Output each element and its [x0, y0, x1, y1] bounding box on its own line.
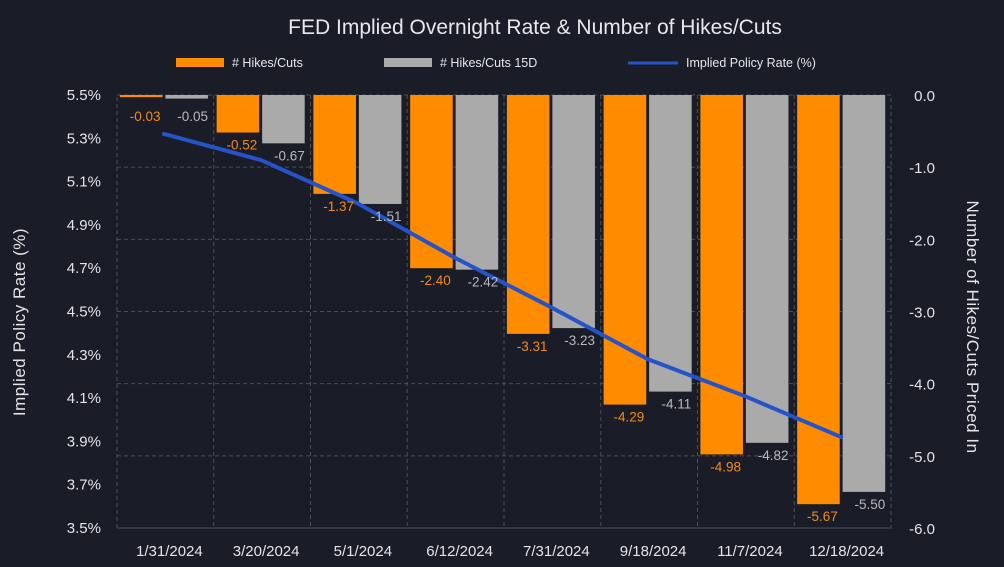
right-tick-label: -4.0	[909, 377, 935, 394]
left-axis-label: Implied Policy Rate (%)	[10, 228, 29, 416]
data-label-hikes-cuts: -5.67	[807, 509, 838, 524]
legend-label-hikes-cuts: # Hikes/Cuts	[232, 56, 303, 70]
data-label-hikes-cuts: -1.37	[323, 199, 354, 214]
data-label-hikes-cuts: -2.40	[420, 273, 451, 288]
x-tick-label: 11/7/2024	[717, 543, 783, 560]
data-label-hikes-cuts-15d: -0.05	[177, 109, 208, 124]
line-policy-rate	[161, 131, 844, 440]
data-label-hikes-cuts: -0.52	[227, 138, 258, 153]
data-label-hikes-cuts-15d: -1.51	[371, 209, 402, 224]
legend-label-policy-rate: Implied Policy Rate (%)	[686, 56, 816, 70]
x-tick-label: 5/1/2024	[334, 543, 392, 560]
x-tick-label: 3/20/2024	[233, 543, 300, 560]
right-axis-label: Number of Hikes/Cuts Priced In	[963, 200, 982, 453]
data-labels: -0.03 -0.05 -0.52 -0.67 -1.37 -1.51 -2.40 -2.42…	[130, 109, 886, 524]
bars	[119, 95, 886, 505]
left-tick-label: 3.7%	[67, 477, 101, 494]
right-tick-label: -5.0	[909, 449, 935, 466]
right-tick-label: -6.0	[909, 521, 935, 538]
line-point-policy-rate	[452, 255, 456, 260]
plot-frame	[116, 94, 892, 529]
bar-hikes-cuts-15d	[455, 95, 499, 270]
left-tick-label: 4.5%	[67, 304, 101, 321]
left-tick-label: 5.3%	[67, 130, 101, 147]
right-tick-label: -1.0	[909, 160, 935, 177]
x-tick-label: 6/12/2024	[426, 543, 493, 560]
bar-hikes-cuts	[506, 95, 550, 334]
bar-hikes-cuts	[797, 95, 840, 505]
data-label-hikes-cuts: -4.98	[710, 459, 741, 474]
bar-hikes-cuts-15d	[552, 95, 595, 329]
x-axis-ticks: 1/31/2024 3/20/2024 5/1/2024 6/12/2024 7/31/…	[136, 543, 884, 560]
bar-hikes-cuts-15d	[842, 95, 886, 492]
right-tick-label: 0.0	[914, 88, 935, 105]
policy-rate-line	[161, 131, 844, 440]
bar-hikes-cuts	[410, 95, 453, 269]
left-axis-ticks: 5.5% 5.3% 5.1% 4.9% 4.7% 4.5% 4.3% 4.1% 3.9% 3.7%…	[67, 87, 101, 537]
bar-hikes-cuts-15d	[649, 95, 692, 392]
bar-hikes-cuts-15d	[165, 95, 208, 99]
right-tick-label: -2.0	[909, 232, 935, 249]
left-tick-label: 4.3%	[67, 347, 101, 364]
bar-hikes-cuts-15d	[262, 95, 305, 144]
data-label-hikes-cuts-15d: -0.67	[274, 148, 305, 163]
left-tick-label: 3.9%	[67, 433, 101, 450]
left-tick-label: 3.5%	[67, 520, 101, 537]
x-tick-label: 9/18/2024	[620, 543, 687, 560]
left-tick-label: 4.7%	[67, 260, 101, 277]
data-label-hikes-cuts-15d: -4.82	[758, 448, 789, 463]
data-label-hikes-cuts-15d: -2.42	[468, 275, 499, 290]
x-tick-label: 7/31/2024	[523, 543, 590, 560]
line-point-policy-rate	[742, 394, 747, 398]
legend: # Hikes/Cuts # Hikes/Cuts 15D Implied Po…	[176, 56, 816, 70]
data-label-hikes-cuts: -3.31	[517, 339, 548, 354]
bar-hikes-cuts-15d	[358, 95, 402, 204]
chart-title: FED Implied Overnight Rate & Number of H…	[288, 16, 782, 39]
line-point-policy-rate	[162, 132, 166, 136]
bar-hikes-cuts	[313, 95, 356, 194]
x-tick-label: 12/18/2024	[809, 543, 884, 560]
line-point-policy-rate	[645, 357, 650, 361]
data-label-hikes-cuts-15d: -4.11	[662, 397, 692, 412]
data-label-hikes-cuts: -0.03	[130, 109, 161, 124]
legend-swatch-hikes-cuts	[176, 58, 224, 67]
line-point-policy-rate	[549, 305, 553, 309]
legend-label-hikes-cuts-15d: # Hikes/Cuts 15D	[440, 56, 537, 70]
line-point-policy-rate	[355, 201, 360, 206]
legend-swatch-hikes-cuts-15d	[384, 58, 432, 67]
line-point-policy-rate	[839, 435, 843, 439]
bar-hikes-cuts-15d	[745, 95, 789, 443]
x-tick-label: 1/31/2024	[136, 543, 203, 560]
data-label-hikes-cuts-15d: -3.23	[564, 333, 595, 348]
right-tick-label: -3.0	[909, 305, 935, 322]
gridlines	[116, 94, 892, 529]
bar-hikes-cuts	[216, 95, 260, 133]
left-tick-label: 4.1%	[67, 390, 101, 407]
bar-hikes-cuts	[603, 95, 647, 405]
bar-hikes-cuts	[119, 95, 163, 98]
right-axis-ticks: 0.0 -1.0 -2.0 -3.0 -4.0 -5.0 -6.0	[909, 88, 935, 538]
left-tick-label: 5.1%	[67, 174, 101, 191]
data-label-hikes-cuts-15d: -5.50	[855, 497, 886, 512]
bar-hikes-cuts	[700, 95, 743, 455]
data-label-hikes-cuts: -4.29	[614, 410, 645, 425]
line-point-policy-rate	[258, 158, 263, 162]
left-tick-label: 4.9%	[67, 217, 101, 234]
left-tick-label: 5.5%	[67, 87, 101, 104]
